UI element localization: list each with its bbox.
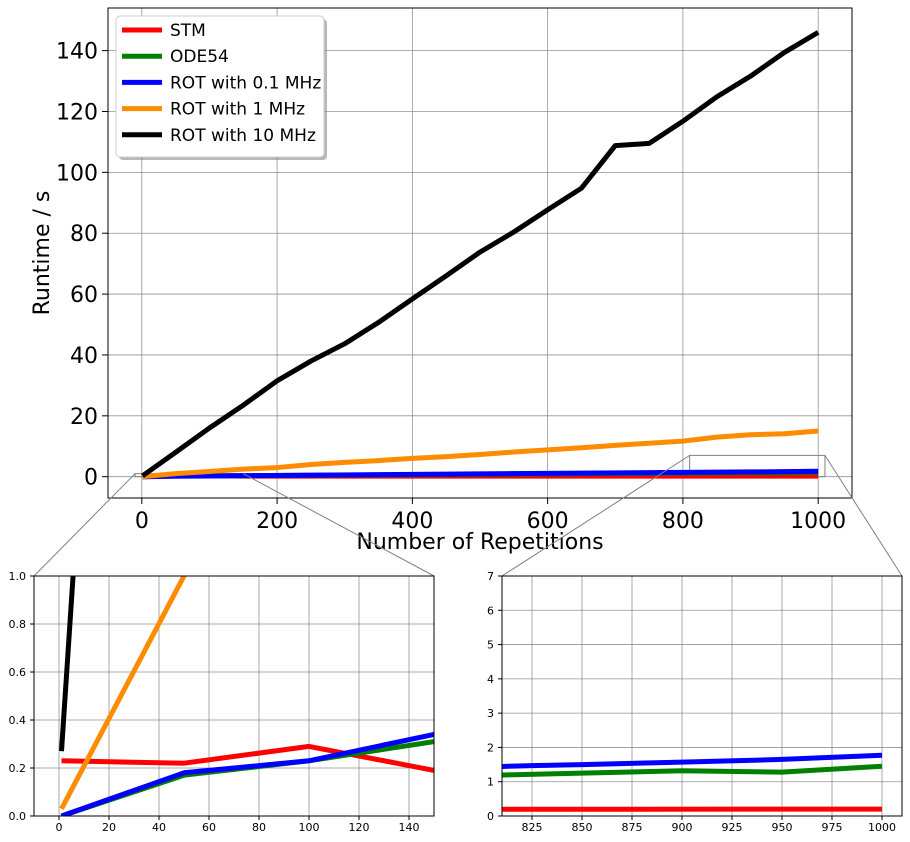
main-grid [108,8,852,498]
main-x-ticks: 0 200 400 600 800 1000 [135,498,846,534]
inset-left-y-ticks: 0.0 0.2 0.4 0.6 0.8 1.0 [9,570,34,823]
zoom-connector-right-b [824,455,903,577]
inset-right-grid [502,575,902,817]
inset-right-y-ticks: 0 1 2 3 4 5 6 7 [487,570,502,823]
inset-left-y-tick-label: 0.2 [9,762,27,775]
inset-left-series-rot-with-0-1-mhz [60,731,434,816]
inset-left-y-tick-label: 0.6 [9,666,27,679]
legend-label: ODE54 [170,47,229,67]
zoom-connector-left-b [243,473,435,577]
main-series-rot-with-10-mhz [141,30,820,478]
main-y-tick-label: 60 [70,283,98,308]
main-x-tick-label: 200 [256,509,298,534]
inset-left-y-tick-label: 0.0 [9,810,27,823]
main-y-tick-label: 120 [56,100,98,125]
inset-right-series-stm [502,806,883,812]
inset-left-x-tick-label: 20 [102,821,116,834]
inset-right-x-tick-label: 1000 [868,821,896,834]
main-y-tick-label: 100 [56,161,98,186]
inset-left-y-tick-label: 0.4 [9,714,27,727]
legend: STM ODE54 ROT with 0.1 MHz ROT with 1 MHz RO… [115,15,327,160]
main-x-tick-label: 0 [135,509,149,534]
inset-right-x-tick-label: 975 [822,821,843,834]
inset-right-y-tick-label: 7 [487,570,494,583]
inset-right-y-tick-label: 6 [487,604,494,617]
main-x-tick-label: 800 [662,509,704,534]
main-y-tick-label: 80 [70,222,98,247]
main-x-tick-label: 600 [527,509,569,534]
inset-left-series-group [59,576,434,816]
main-y-tick-label: 20 [70,405,98,430]
inset-right-y-tick-label: 3 [487,707,494,720]
main-y-ticks: 0 20 40 60 80 100 120 140 [56,40,108,491]
inset-right-x-ticks: 825 850 875 900 925 950 975 1000 [522,816,896,834]
inset-left-x-tick-label: 120 [349,821,370,834]
inset-right-y-tick-label: 0 [487,810,494,823]
inset-right-y-tick-label: 1 [487,776,494,789]
inset-left-x-tick-label: 140 [399,821,420,834]
inset-left-x-tick-label: 60 [202,821,216,834]
legend-label: ROT with 10 MHz [170,126,316,146]
inset-right-y-tick-label: 4 [487,673,494,686]
inset-right-series-ode54 [502,763,883,778]
inset-left-x-tick-label: 40 [152,821,166,834]
inset-right-y-tick-label: 2 [487,741,494,754]
legend-label: ROT with 1 MHz [170,100,305,120]
y-axis-label: Runtime / s [30,191,55,316]
inset-left-x-tick-label: 80 [252,821,266,834]
inset-left-series-stm [61,743,434,773]
zoom-connector-right-a [501,454,690,577]
legend-label: ROT with 0.1 MHz [170,73,321,93]
main-y-tick-label: 40 [70,344,98,369]
inset-right-x-tick-label: 850 [572,821,593,834]
inset-right-y-tick-label: 5 [487,639,494,652]
zoom-connectors [33,454,903,577]
zoom-connector-left-a [33,473,136,577]
inset-left-y-tick-label: 1.0 [9,570,27,583]
inset-left-chart: 0 20 40 60 80 100 120 140 0.0 0.2 0.4 0.6 0.8 1.0 [9,570,435,834]
main-chart: 0 200 400 600 800 1000 0 20 40 60 80 100 120 140 Num… [30,7,853,555]
inset-right-x-tick-label: 825 [522,821,543,834]
inset-left-x-tick-label: 100 [299,821,320,834]
inset-left-grid [34,575,434,817]
main-y-tick-label: 140 [56,40,98,65]
inset-right-series-rot-with-1-mhz [0,302,882,815]
inset-right-frame [501,575,903,817]
main-series-group [141,30,820,480]
main-x-tick-label: 1000 [790,509,846,534]
inset-left-y-tick-label: 0.8 [9,618,27,631]
main-series-rot-with-0-1-mhz [142,468,819,480]
inset-right-series-rot-with-0-1-mhz [502,752,883,769]
inset-left-frame [33,575,435,817]
inset-right-x-tick-label: 925 [722,821,743,834]
inset-left-x-ticks: 0 20 40 60 80 100 120 140 [56,816,420,834]
inset-right-x-tick-label: 950 [772,821,793,834]
inset-right-x-tick-label: 900 [672,821,693,834]
main-series-rot-with-1-mhz [142,428,819,480]
x-axis-label: Number of Repetitions [356,530,603,555]
legend-label: STM [170,21,206,41]
inset-right-x-tick-label: 875 [622,821,643,834]
main-plot-frame [107,7,853,499]
main-y-tick-label: 0 [84,466,98,491]
main-x-tick-label: 400 [391,509,433,534]
inset-right-series-group [0,302,883,815]
legend-box [115,15,325,158]
inset-left-x-tick-label: 0 [56,821,63,834]
